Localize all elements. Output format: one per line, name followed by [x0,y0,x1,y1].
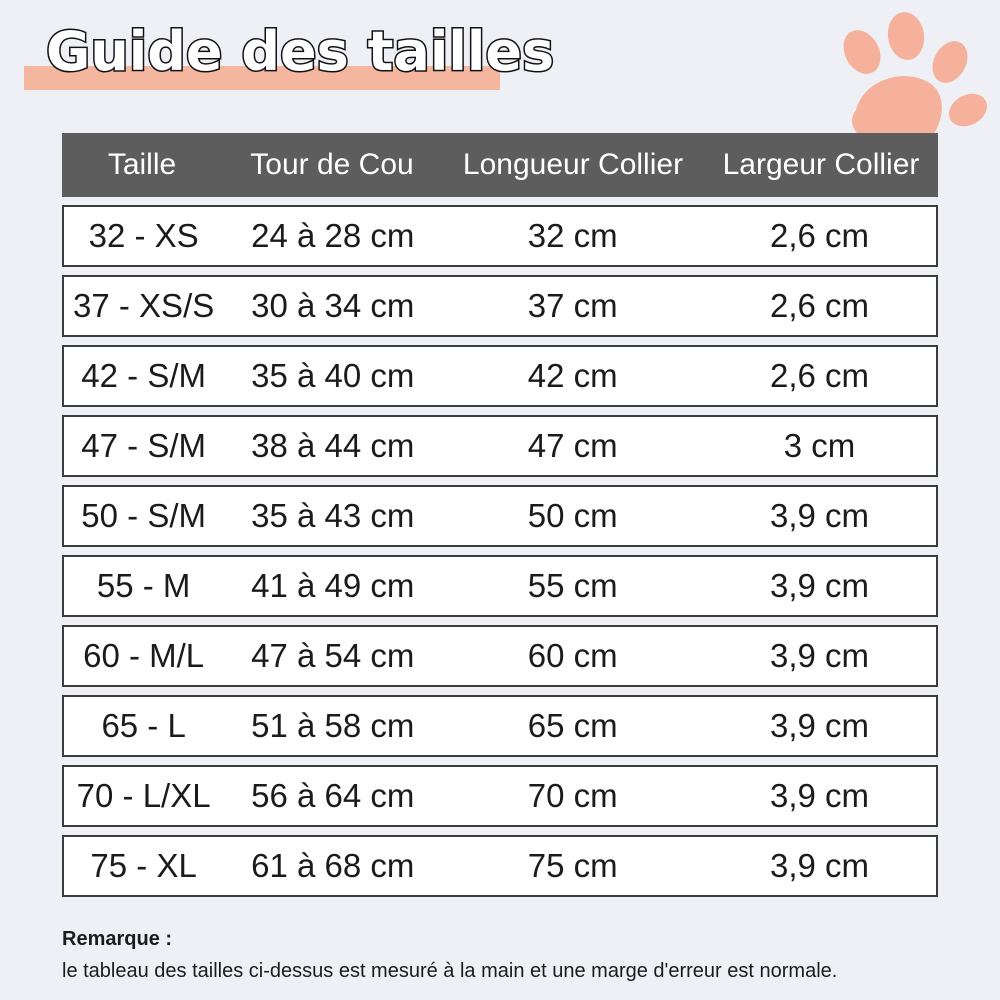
cell-tour-de-cou: 38 à 44 cm [251,427,415,464]
cell-largeur-collier: 3,9 cm [770,637,870,674]
cell-tour-de-cou: 56 à 64 cm [251,777,415,814]
table-row: 47 - S/M 38 à 44 cm 47 cm 3 cm [62,415,938,477]
title-underline-bar [24,66,500,90]
cell-longueur-collier: 75 cm [527,847,618,884]
size-table: Taille Tour de Cou Longueur Collier Larg… [62,133,938,897]
cell-tour-de-cou: 51 à 58 cm [251,707,415,744]
cell-largeur-collier: 3,9 cm [770,497,870,534]
cell-longueur-collier: 37 cm [527,287,618,324]
cell-largeur-collier: 3,9 cm [770,567,870,604]
cell-taille: 42 - S/M [81,357,206,394]
cell-largeur-collier: 2,6 cm [770,287,870,324]
title-block: Guide des tailles [24,14,556,96]
table-row: 70 - L/XL 56 à 64 cm 70 cm 3,9 cm [62,765,938,827]
cell-longueur-collier: 50 cm [527,497,618,534]
cell-tour-de-cou: 61 à 68 cm [251,847,415,884]
cell-longueur-collier: 47 cm [527,427,618,464]
header-largeur-collier: Largeur Collier [722,148,920,181]
cell-tour-de-cou: 30 à 34 cm [251,287,415,324]
cell-longueur-collier: 42 cm [527,357,618,394]
cell-tour-de-cou: 35 à 43 cm [251,497,415,534]
cell-tour-de-cou: 47 à 54 cm [251,637,415,674]
cell-taille: 70 - L/XL [76,777,211,814]
cell-longueur-collier: 70 cm [527,777,618,814]
cell-tour-de-cou: 24 à 28 cm [251,217,415,254]
cell-largeur-collier: 2,6 cm [770,217,870,254]
table-row: 50 - S/M 35 à 43 cm 50 cm 3,9 cm [62,485,938,547]
cell-taille: 60 - M/L [83,637,205,674]
cell-longueur-collier: 55 cm [527,567,618,604]
note-label: Remarque : [62,928,173,950]
cell-largeur-collier: 2,6 cm [770,357,870,394]
cell-taille: 47 - S/M [81,427,206,464]
cell-taille: 55 - M [96,567,191,604]
page-title: Guide des tailles [44,19,555,85]
table-row: 32 - XS 24 à 28 cm 32 cm 2,6 cm [62,205,938,267]
header-taille: Taille [107,148,177,181]
table-row: 55 - M 41 à 49 cm 55 cm 3,9 cm [62,555,938,617]
header-tour-de-cou: Tour de Cou [250,148,414,181]
cell-largeur-collier: 3 cm [783,427,856,464]
cell-taille: 65 - L [101,707,186,744]
cell-taille: 50 - S/M [81,497,206,534]
cell-tour-de-cou: 35 à 40 cm [251,357,415,394]
cell-longueur-collier: 32 cm [527,217,618,254]
cell-taille: 32 - XS [88,217,199,254]
cell-taille: 75 - XL [90,847,197,884]
cell-longueur-collier: 65 cm [527,707,618,744]
table-row: 65 - L 51 à 58 cm 65 cm 3,9 cm [62,695,938,757]
table-row: 37 - XS/S 30 à 34 cm 37 cm 2,6 cm [62,275,938,337]
note-text: le tableau des tailles ci-dessus est mes… [62,960,838,982]
cell-largeur-collier: 3,9 cm [770,707,870,744]
table-header: Taille Tour de Cou Longueur Collier Larg… [62,133,938,197]
cell-tour-de-cou: 41 à 49 cm [251,567,415,604]
cell-longueur-collier: 60 cm [527,637,618,674]
table-row: 60 - M/L 47 à 54 cm 60 cm 3,9 cm [62,625,938,687]
table-row: 75 - XL 61 à 68 cm 75 cm 3,9 cm [62,835,938,897]
table-row: 42 - S/M 35 à 40 cm 42 cm 2,6 cm [62,345,938,407]
cell-taille: 37 - XS/S [73,287,215,324]
cell-largeur-collier: 3,9 cm [770,847,870,884]
header-longueur-collier: Longueur Collier [462,148,684,181]
cell-largeur-collier: 3,9 cm [770,777,870,814]
